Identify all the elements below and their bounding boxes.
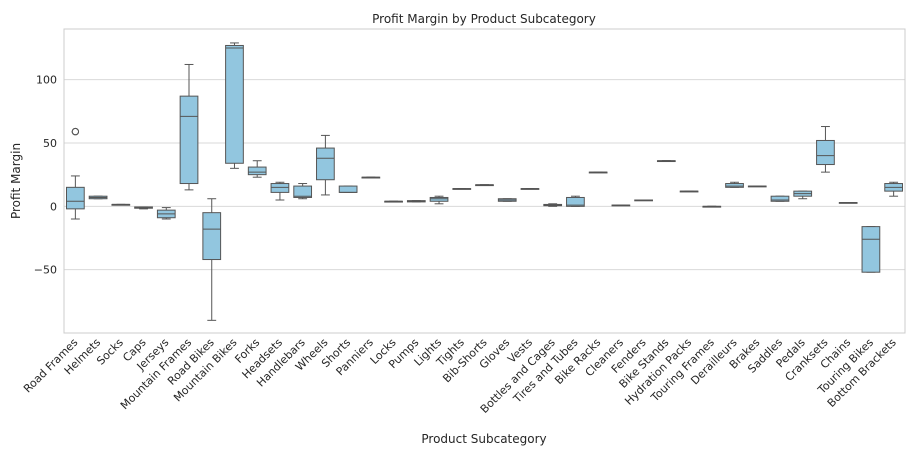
y-tick-label: 100 [36, 74, 57, 87]
box-hydration-packs [679, 190, 699, 193]
iqr-box [770, 195, 790, 202]
box-lights [429, 195, 449, 205]
iqr-box [270, 183, 290, 193]
box-pedals [793, 190, 813, 200]
box-saddles [770, 195, 790, 202]
iqr-box [725, 183, 744, 188]
box-tights [452, 188, 472, 190]
box-touring-bikes [861, 226, 881, 273]
box-road-frames [66, 127, 85, 220]
iqr-box [247, 166, 267, 176]
box-cleaners [611, 204, 631, 207]
iqr-box [338, 185, 358, 193]
iqr-box [861, 226, 881, 273]
box-tires-and-tubes [566, 195, 585, 207]
iqr-box [429, 196, 449, 202]
box-bib-shorts [475, 184, 494, 187]
y-tick-label: −50 [34, 264, 57, 277]
iqr-box [225, 44, 244, 164]
x-axis-label: Product Subcategory [421, 432, 546, 446]
x-tick-label: Socks [94, 336, 126, 368]
box-panniers [361, 176, 381, 179]
box-chains [838, 202, 858, 204]
box-bike-racks [588, 171, 608, 174]
box-wheels [316, 134, 335, 196]
iqr-box [316, 147, 335, 181]
box-bottom-brackets [884, 181, 903, 197]
box-derailleurs [725, 181, 744, 188]
box-handlebars [293, 183, 313, 200]
box-mountain-bikes [225, 42, 244, 169]
box-bike-stands [656, 160, 676, 163]
iqr-box [566, 196, 585, 207]
box-shorts [338, 185, 358, 193]
box-vests [520, 188, 540, 190]
y-tick-label: 0 [50, 200, 57, 213]
box-forks [247, 160, 267, 178]
chart-title: Profit Margin by Product Subcategory [372, 12, 596, 26]
grid-lines [64, 79, 905, 271]
box-mountain-frames [179, 63, 199, 191]
iqr-box [179, 95, 199, 185]
iqr-box [202, 212, 222, 261]
iqr-box [66, 186, 85, 210]
box-jerseys [156, 207, 176, 220]
y-axis-label: Profit Margin [9, 143, 23, 219]
iqr-box [816, 139, 835, 166]
box-headsets [270, 181, 290, 201]
box-locks [384, 200, 403, 203]
box-touring-frames [702, 205, 722, 208]
box-bottles-and-cages [543, 203, 563, 207]
box-road-bikes [202, 198, 222, 321]
y-tick-labels: −50 0 50 100 [34, 74, 57, 277]
box-cranksets [816, 126, 835, 173]
x-tick-labels: Road FramesHelmetsSocksCapsJerseysMounta… [21, 336, 899, 416]
box-caps [134, 206, 153, 210]
y-tick-label: 50 [43, 137, 57, 150]
box-socks [111, 203, 131, 206]
plot-frame [63, 28, 906, 334]
outlier-point [71, 127, 80, 136]
box-helmets [88, 195, 108, 200]
box-fenders [634, 199, 653, 202]
boxes [66, 42, 903, 321]
box-pumps [406, 200, 426, 203]
iqr-box [293, 185, 313, 198]
box-gloves [497, 198, 517, 202]
box-brakes [747, 185, 767, 188]
